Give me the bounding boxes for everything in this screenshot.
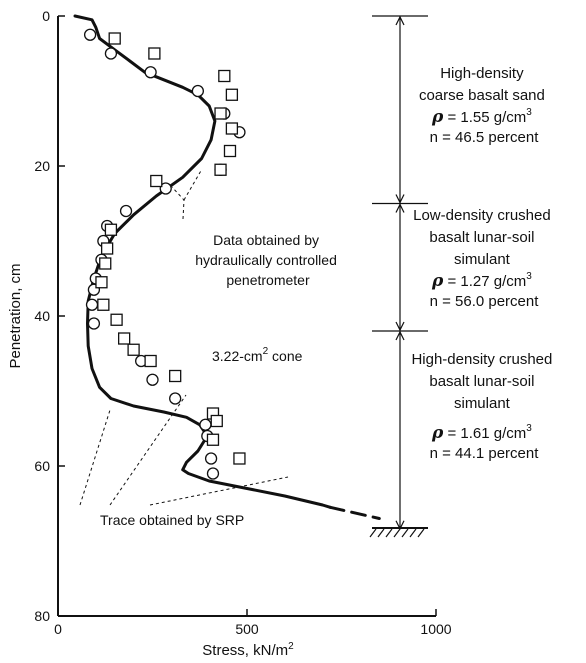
- data-point-circle: [159, 182, 172, 195]
- hatch-mark: [409, 528, 417, 538]
- data-point-circle: [146, 373, 159, 386]
- data-point-square: [118, 332, 131, 345]
- data-point-circle: [169, 392, 182, 405]
- data-point-square: [233, 452, 246, 465]
- leader-srp-2: [109, 394, 187, 506]
- soil-layer-column: High-density coarse basalt sand ρ = 1.55…: [369, 15, 556, 538]
- hatch-mark: [377, 528, 385, 538]
- axes: 0 500 1000 0 20 40 60 80: [34, 8, 451, 637]
- leader-penetrometer-1: [171, 186, 185, 220]
- data-point-square: [110, 313, 123, 326]
- data-point-circle: [87, 317, 101, 330]
- data-point-circle: [144, 66, 157, 79]
- y-tick-label: 60: [34, 458, 50, 474]
- data-point-circle: [83, 28, 97, 41]
- data-point-circle: [206, 467, 220, 480]
- y-tick-label: 80: [34, 608, 50, 624]
- y-tick-label: 0: [42, 8, 50, 24]
- data-markers: [83, 28, 246, 480]
- data-point-square: [100, 242, 114, 255]
- data-point-square: [214, 107, 227, 120]
- data-point-square: [210, 414, 223, 428]
- data-point-square: [225, 122, 239, 135]
- data-point-square: [99, 257, 112, 270]
- annotation-cone: 3.22-cm2 cone: [212, 346, 303, 364]
- layer-2-description: Low-density crushed basalt lunar-soil si…: [413, 207, 555, 310]
- data-point-circle: [199, 418, 212, 431]
- y-tick-label: 20: [34, 158, 50, 174]
- data-point-square: [214, 163, 227, 176]
- x-tick-label: 1000: [420, 621, 451, 637]
- y-axis-label: Penetration, cm: [7, 263, 24, 368]
- data-point-circle: [204, 452, 218, 465]
- axis-ticks: 0 500 1000 0 20 40 60 80: [34, 8, 451, 637]
- srp-trace-extrapolation: [328, 505, 381, 520]
- data-point-square: [104, 223, 118, 236]
- hatch-mark: [393, 528, 401, 538]
- hatch-mark: [401, 528, 409, 538]
- data-point-square: [169, 369, 182, 383]
- data-point-square: [206, 433, 220, 446]
- data-point-square: [97, 298, 110, 311]
- y-tick-label: 40: [34, 308, 50, 324]
- data-point-square: [223, 144, 237, 158]
- layer-1-description: High-density coarse basalt sand ρ = 1.55…: [419, 65, 549, 146]
- x-axis-label: Stress, kN/m2: [202, 641, 294, 659]
- layer-3-description: High-density crushed basalt lunar-soil s…: [411, 351, 556, 462]
- leader-srp-1: [79, 409, 111, 506]
- data-point-square: [218, 69, 231, 83]
- layer-boundaries: [372, 15, 428, 531]
- data-point-circle: [191, 84, 205, 98]
- annotation-penetrometer: Data obtained by hydraulically controlle…: [195, 232, 341, 288]
- hatch-mark: [369, 528, 377, 538]
- annotations: Data obtained by hydraulically controlle…: [79, 168, 341, 528]
- layer-arrow-down: [395, 321, 405, 332]
- data-point-square: [127, 343, 140, 356]
- hatch-mark: [385, 528, 393, 538]
- layer-arrow-down: [395, 194, 405, 204]
- data-point-square: [108, 32, 121, 45]
- data-point-square: [225, 88, 239, 101]
- layer-arrow-up: [395, 203, 405, 213]
- annotation-srp: Trace obtained by SRP: [100, 512, 244, 528]
- data-point-square: [148, 47, 161, 60]
- x-tick-label: 0: [54, 621, 62, 637]
- layer-arrow-up: [395, 15, 405, 26]
- data-point-square: [95, 276, 108, 289]
- data-point-square: [150, 174, 163, 188]
- data-point-square: [144, 354, 157, 368]
- layer-arrow-up: [395, 330, 405, 341]
- data-point-circle: [119, 204, 133, 218]
- data-point-circle: [85, 298, 99, 311]
- data-point-circle: [104, 47, 118, 60]
- x-tick-label: 500: [235, 621, 259, 637]
- hatch-mark: [417, 528, 425, 538]
- ground-hatch: [369, 527, 428, 538]
